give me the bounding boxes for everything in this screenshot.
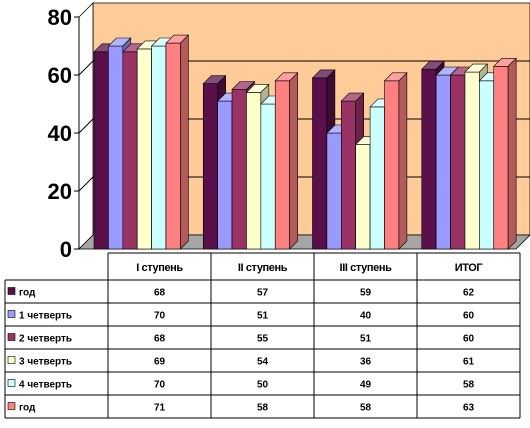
bar-front [231, 89, 247, 250]
bar [165, 34, 190, 250]
bar-side [507, 57, 517, 250]
series-label: 3 четверть [19, 357, 72, 368]
category-label: III ступень [340, 262, 393, 274]
bar-front [93, 51, 109, 250]
y-tick-label: 0 [60, 237, 72, 262]
bar-front [326, 132, 342, 250]
category-label: ИТОГ [455, 262, 484, 274]
data-value: 70 [154, 311, 166, 322]
data-value: 71 [154, 403, 166, 414]
bar-side [180, 34, 189, 250]
bar-front [246, 92, 262, 250]
bar-front [260, 103, 276, 250]
data-value: 60 [463, 311, 475, 322]
data-value: 62 [463, 288, 475, 299]
gridline [78, 118, 94, 134]
data-value: 61 [463, 357, 475, 368]
bar-front [355, 144, 371, 250]
bar-front [122, 51, 138, 250]
y-tick-label: 80 [48, 5, 72, 30]
bar-front [369, 106, 385, 250]
bar-front [421, 68, 437, 250]
data-value: 63 [463, 403, 475, 414]
bar [383, 72, 408, 250]
data-value: 49 [360, 380, 372, 391]
legend-swatch [7, 356, 16, 364]
bar-front [136, 48, 152, 250]
data-value: 57 [257, 288, 269, 299]
category-label: I ступень [136, 262, 183, 274]
data-value: 58 [463, 380, 475, 391]
bar-front [493, 66, 509, 250]
bar [493, 57, 517, 250]
series-label: год [19, 288, 36, 299]
bar-front [384, 80, 400, 250]
legend-swatch [7, 402, 16, 410]
series-label: 4 четверть [19, 380, 72, 391]
data-value: 58 [257, 403, 269, 414]
bar-side [289, 72, 298, 250]
series-label: год [19, 403, 36, 414]
data-value: 36 [360, 357, 372, 368]
legend-swatch [7, 287, 16, 295]
bar-front [479, 80, 495, 250]
series-label: 1 четверть [19, 311, 72, 322]
bars [93, 34, 517, 250]
bar-front [312, 77, 328, 250]
y-tick-label: 40 [48, 121, 72, 146]
y-tick-label: 20 [48, 179, 72, 204]
data-value: 54 [257, 357, 269, 368]
bar-front [450, 74, 466, 250]
bar-front [165, 42, 181, 250]
bar-front [151, 45, 167, 250]
data-value: 51 [360, 334, 372, 345]
data-table: I ступень II ступень III ступень ИТОГ год 68 5… [4, 252, 521, 419]
data-value: 58 [360, 403, 372, 414]
bar-side [398, 72, 408, 250]
gridline [78, 60, 94, 76]
legend-swatch [7, 333, 16, 341]
data-value: 50 [257, 380, 269, 391]
bar-front [274, 80, 290, 250]
data-value: 69 [154, 357, 166, 368]
data-value: 68 [154, 334, 166, 345]
legend-swatch [7, 310, 16, 318]
bar-front [217, 100, 233, 250]
bar [274, 72, 299, 250]
data-value: 55 [257, 334, 269, 345]
bar-front [202, 83, 218, 250]
bar-front [340, 100, 356, 250]
gridline [78, 176, 94, 192]
data-value: 70 [154, 380, 166, 391]
bar-front [464, 71, 480, 250]
data-value: 59 [360, 288, 372, 299]
data-value: 60 [463, 334, 475, 345]
data-value: 51 [257, 311, 269, 322]
bar-front [108, 45, 124, 250]
category-label: II ступень [238, 262, 288, 274]
y-axis: 0 20 40 60 80 [48, 5, 80, 262]
series-label: 2 четверть [19, 334, 72, 345]
data-value: 40 [360, 311, 372, 322]
bar-front [435, 74, 451, 250]
y-tick-label: 60 [48, 63, 72, 88]
data-value: 68 [154, 288, 166, 299]
legend-swatch [7, 379, 16, 387]
